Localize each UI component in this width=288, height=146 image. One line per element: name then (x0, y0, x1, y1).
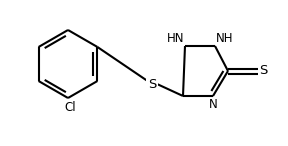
Text: NH: NH (216, 32, 234, 45)
Text: S: S (259, 65, 267, 78)
Text: Cl: Cl (64, 101, 76, 114)
Text: N: N (209, 98, 217, 111)
Text: HN: HN (166, 32, 184, 45)
Text: S: S (148, 78, 156, 91)
